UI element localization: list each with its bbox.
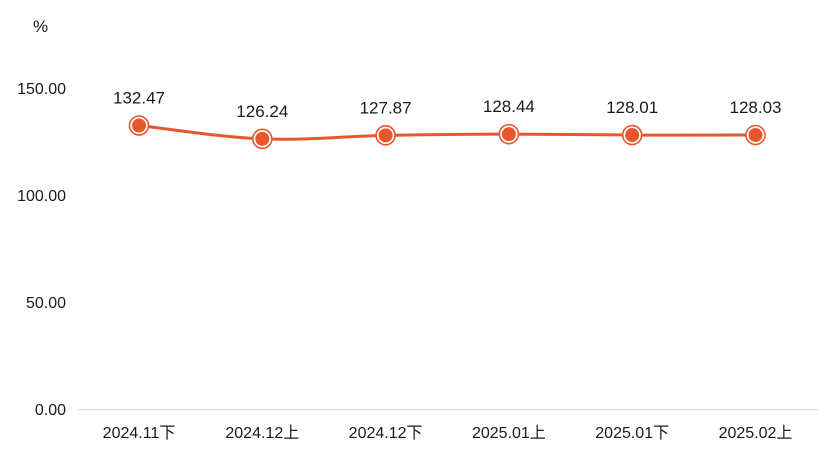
data-label: 128.44 xyxy=(483,97,535,116)
y-tick-label: 100.00 xyxy=(17,188,66,205)
data-point xyxy=(375,125,396,146)
data-label: 128.03 xyxy=(730,98,782,117)
y-tick-label: 150.00 xyxy=(17,81,66,98)
x-tick-label: 2025.01上 xyxy=(472,424,546,442)
x-tick-label: 2024.12上 xyxy=(225,424,299,442)
data-point-dot xyxy=(625,128,640,143)
data-points xyxy=(128,115,766,150)
x-axis-ticks: 2024.11下 2024.12上 2024.12下 2025.01上 2025.01下… xyxy=(103,424,793,442)
data-point xyxy=(745,124,766,146)
data-point xyxy=(128,115,150,136)
data-label: 127.87 xyxy=(360,98,412,117)
y-axis-unit: % xyxy=(33,17,48,36)
data-point-dot xyxy=(378,128,393,143)
y-tick-label: 50.00 xyxy=(26,295,66,312)
data-point-dot xyxy=(255,131,270,146)
x-tick-label: 2025.01下 xyxy=(595,425,669,442)
data-label: 132.47 xyxy=(113,89,165,108)
data-point-dot xyxy=(501,127,516,142)
x-tick-label: 2024.11下 xyxy=(103,425,176,442)
data-point-dot xyxy=(132,118,146,133)
data-point xyxy=(498,123,520,145)
series-line xyxy=(137,124,757,141)
data-point xyxy=(621,124,643,146)
x-tick-label: 2025.02上 xyxy=(719,424,793,442)
data-label: 128.01 xyxy=(606,98,658,117)
data-labels: 132.47 126.24 127.87 128.44 128.01 128.03 xyxy=(113,89,782,121)
data-point xyxy=(251,128,273,150)
data-point-dot xyxy=(748,128,763,143)
x-tick-label: 2024.12下 xyxy=(349,425,423,442)
y-axis-ticks: 0.00 50.00 100.00 150.00 xyxy=(17,81,66,419)
data-label: 126.24 xyxy=(236,102,288,121)
y-tick-label: 0.00 xyxy=(35,402,66,419)
